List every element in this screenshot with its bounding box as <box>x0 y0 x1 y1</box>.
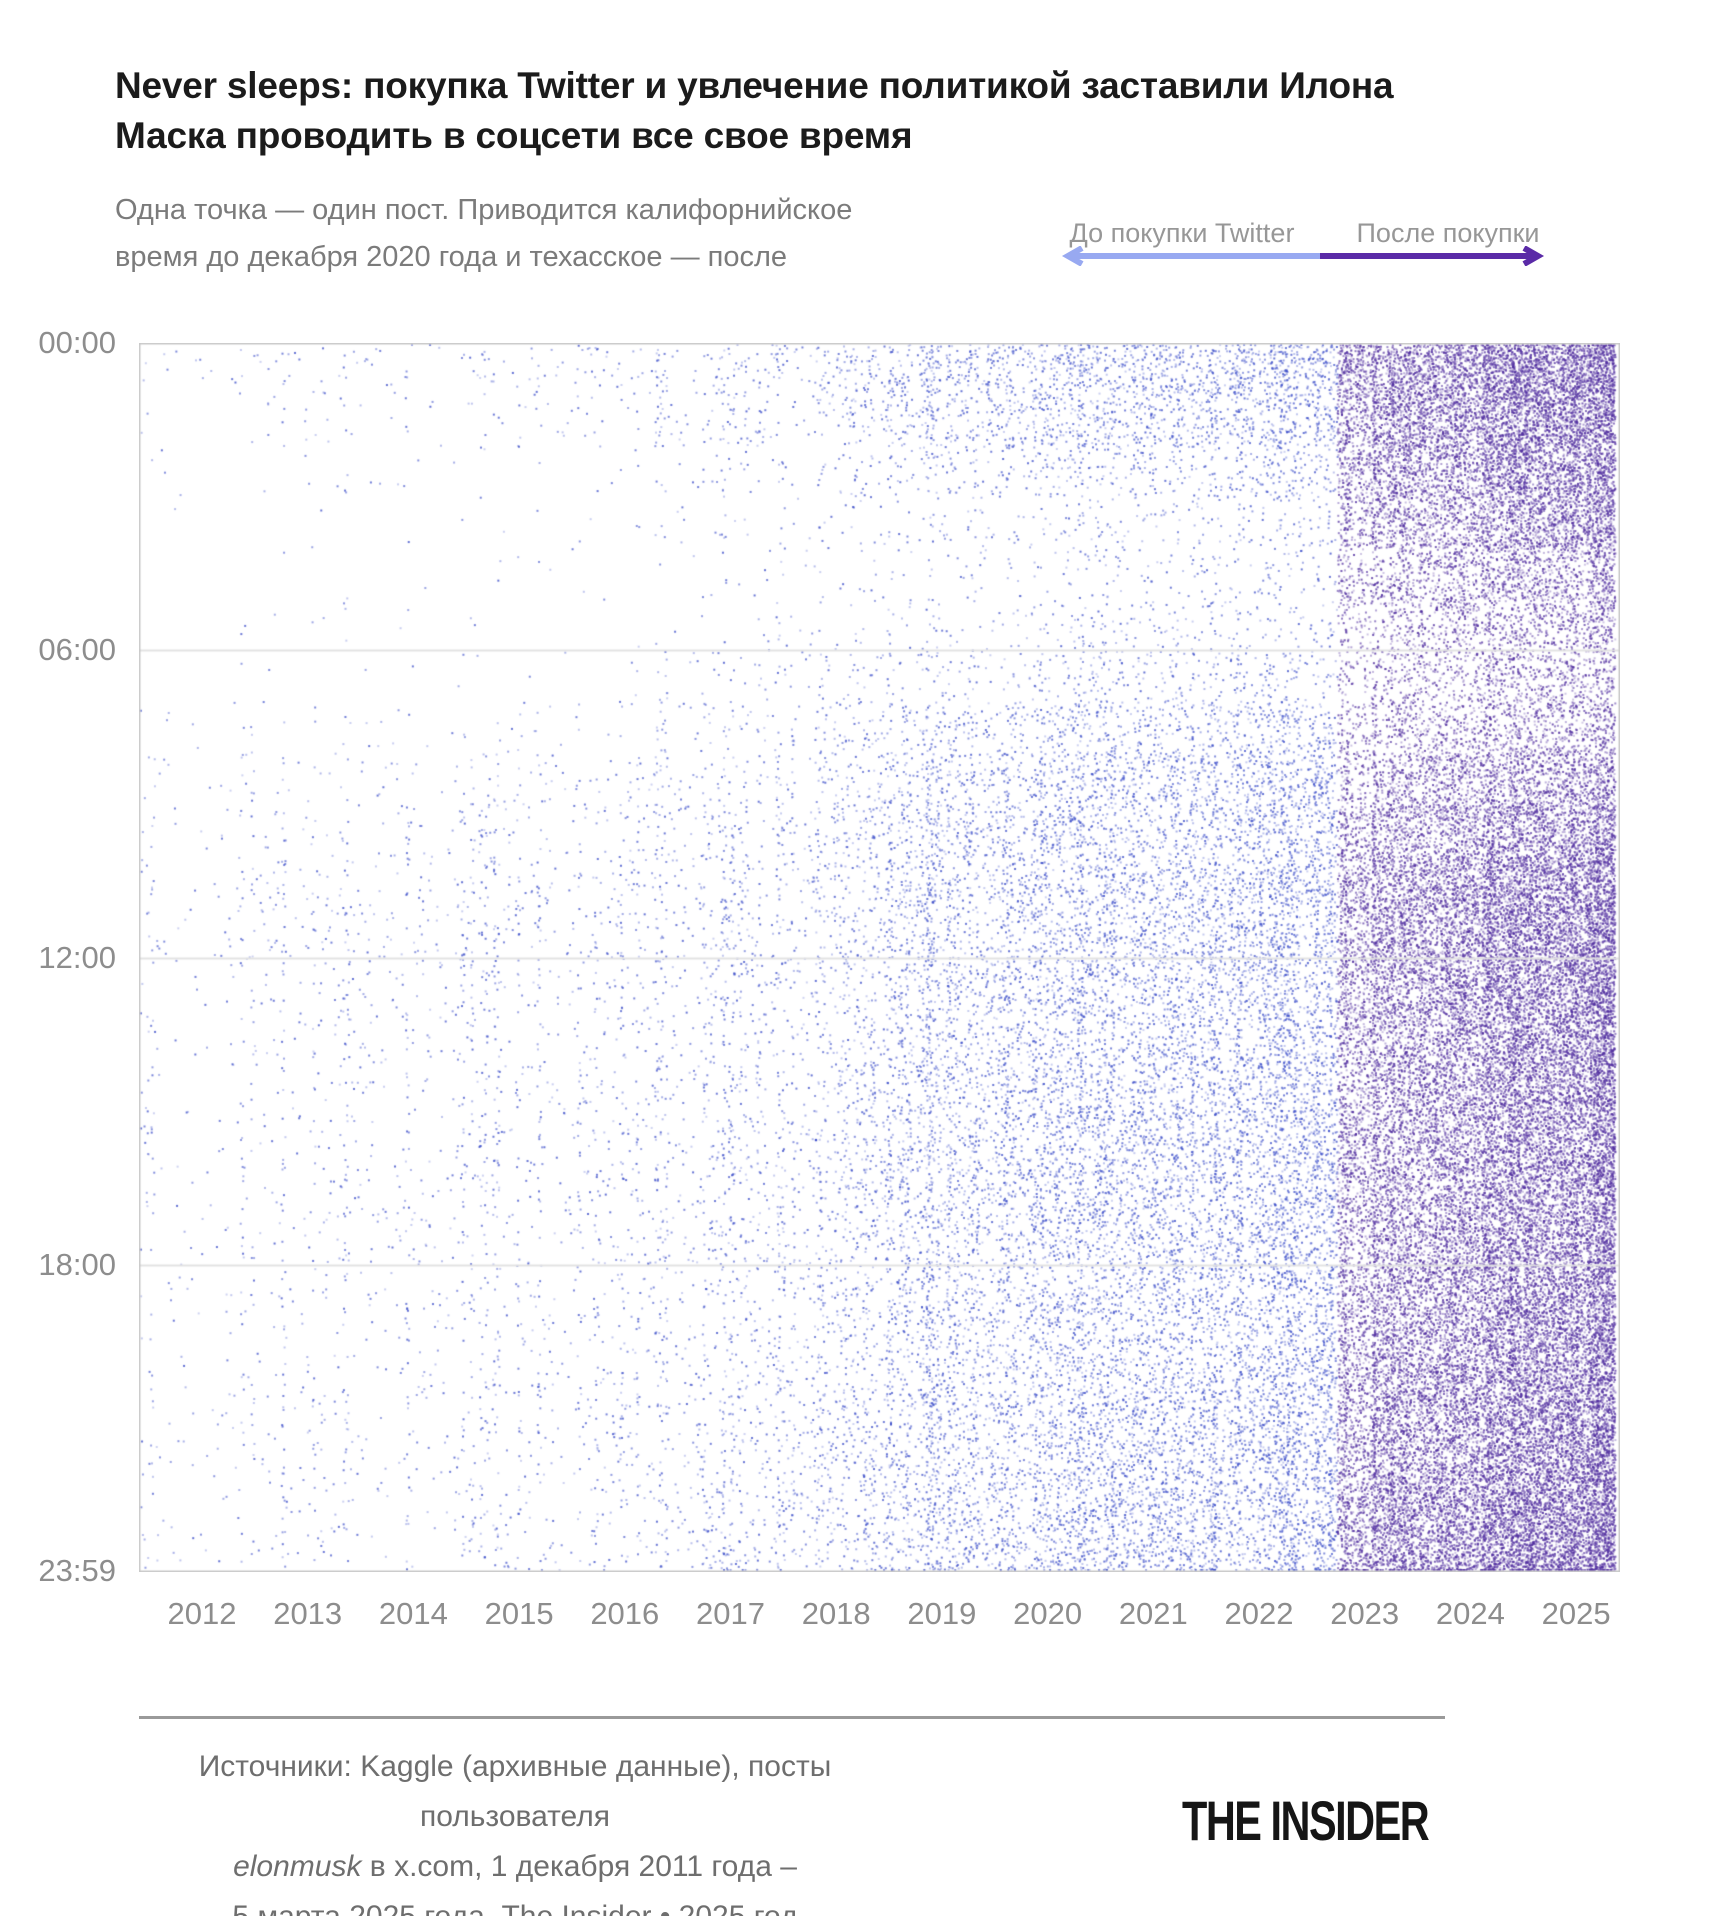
x-axis-tick: 2013 <box>273 1596 343 1631</box>
source-line-1: Источники: Kaggle (архивные данные), пос… <box>198 1750 832 1833</box>
legend-arrow <box>1058 245 1548 267</box>
y-axis-tick: 18:00 <box>38 1246 116 1282</box>
scatter-canvas <box>139 343 1620 1572</box>
y-axis-labels: 00:00 06:00 12:00 18:00 23:59 <box>0 327 116 1587</box>
x-axis-tick: 2014 <box>378 1596 448 1631</box>
source-username: elonmusk <box>233 1850 362 1883</box>
source-line-2: в x.com, 1 декабря 2011 года – <box>361 1850 797 1883</box>
source-text: Источники: Kaggle (архивные данные), пос… <box>115 1742 915 1916</box>
x-axis-tick: 2021 <box>1118 1596 1188 1631</box>
x-axis-tick: 2024 <box>1435 1596 1505 1631</box>
x-axis-tick: 2025 <box>1541 1596 1611 1631</box>
y-axis-tick: 12:00 <box>38 939 116 975</box>
arrow-right-head-icon <box>1522 245 1545 267</box>
x-axis-tick: 2012 <box>167 1596 237 1631</box>
x-axis-tick: 2022 <box>1224 1596 1294 1631</box>
x-axis-tick: 2017 <box>696 1596 765 1631</box>
x-axis-tick: 2015 <box>484 1596 554 1631</box>
footer-divider <box>139 1716 1445 1719</box>
x-axis-tick: 2018 <box>801 1596 871 1631</box>
arrow-left-head-icon <box>1061 245 1084 267</box>
y-axis-tick: 23:59 <box>38 1553 116 1589</box>
y-axis-tick: 06:00 <box>38 632 116 668</box>
legend-label-after: После покупки <box>1356 218 1540 248</box>
page-subtitle: Одна точка — один пост. Приводится калиф… <box>115 194 853 273</box>
legend-arrow-graphic <box>1061 245 1545 267</box>
x-axis-tick: 2019 <box>907 1596 977 1631</box>
page-title: Never sleeps: покупка Twitter и увлечени… <box>115 64 1394 156</box>
y-axis-tick: 00:00 <box>38 325 116 360</box>
x-axis-labels: 2012 2013 2014 2015 2016 2017 2018 2019 2020 2021… <box>0 1596 1732 1636</box>
scatter-plot <box>139 343 1620 1572</box>
brand-logo: THE INSIDER <box>1182 1789 1430 1852</box>
x-axis-tick: 2023 <box>1330 1596 1400 1631</box>
source-line-3: 5 марта 2025 года, The Insider • 2025 го… <box>232 1900 797 1916</box>
legend-label-before: До покупки Twitter <box>1069 218 1295 248</box>
x-axis-tick: 2016 <box>590 1596 660 1631</box>
x-axis-tick: 2020 <box>1013 1596 1083 1631</box>
